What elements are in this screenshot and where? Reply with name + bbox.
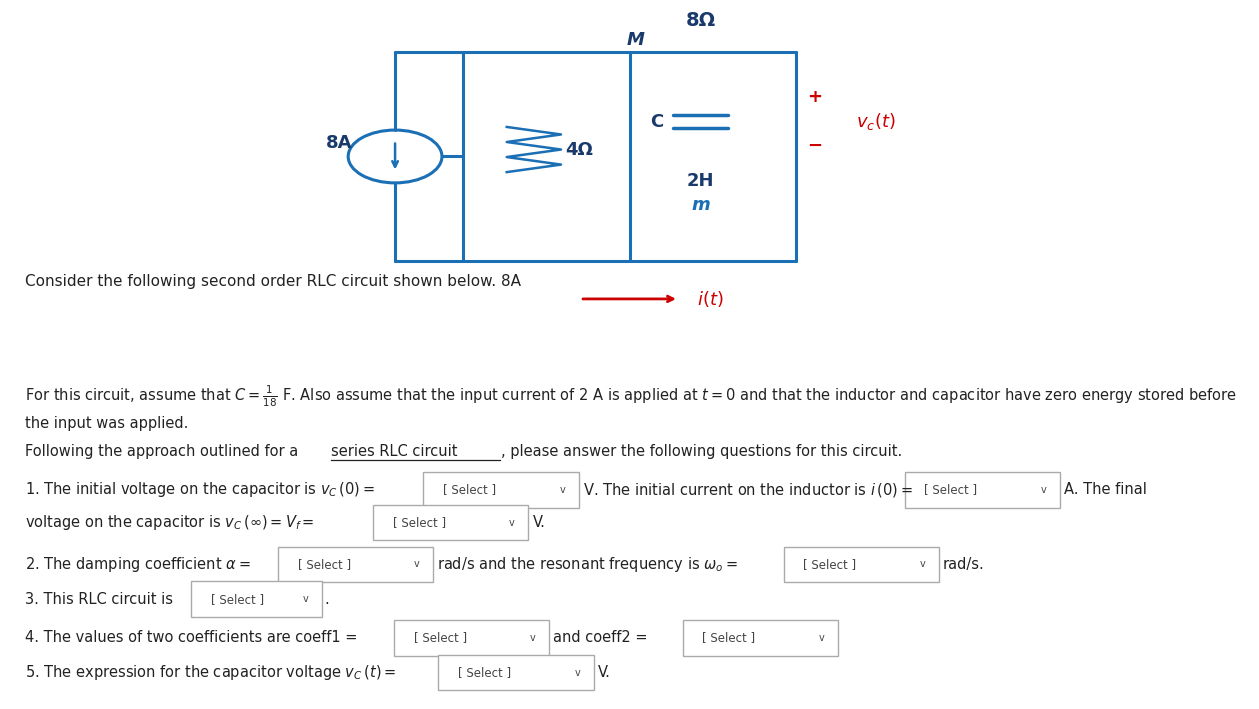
FancyBboxPatch shape xyxy=(682,620,838,656)
Text: V.: V. xyxy=(598,665,611,680)
Text: Consider the following second order RLC circuit shown below. 8A: Consider the following second order RLC … xyxy=(25,274,521,289)
FancyBboxPatch shape xyxy=(394,620,549,656)
Text: 4. The values of two coefficients are coeff1 =: 4. The values of two coefficients are co… xyxy=(25,630,361,645)
FancyBboxPatch shape xyxy=(905,472,1060,508)
Text: v: v xyxy=(414,559,419,569)
Text: v: v xyxy=(1041,485,1046,495)
FancyBboxPatch shape xyxy=(423,472,579,508)
Text: v: v xyxy=(559,485,565,495)
FancyBboxPatch shape xyxy=(783,547,939,582)
Text: 3. This RLC circuit is: 3. This RLC circuit is xyxy=(25,591,172,607)
Text: 2H: 2H xyxy=(686,172,714,190)
FancyBboxPatch shape xyxy=(438,655,594,691)
Text: [ Select ]: [ Select ] xyxy=(297,558,351,571)
Text: [ Select ]: [ Select ] xyxy=(212,593,264,605)
Text: V. The initial current on the inductor is $i\,(0) = $: V. The initial current on the inductor i… xyxy=(583,481,913,499)
FancyBboxPatch shape xyxy=(191,581,322,617)
Text: A. The final: A. The final xyxy=(1064,483,1147,498)
Text: v: v xyxy=(574,668,580,678)
Text: $v_c(t)$: $v_c(t)$ xyxy=(856,111,896,133)
Text: [ Select ]: [ Select ] xyxy=(443,484,496,496)
Text: [ Select ]: [ Select ] xyxy=(393,516,446,529)
Text: C: C xyxy=(650,113,663,130)
Text: the input was applied.: the input was applied. xyxy=(25,416,189,432)
Text: 2. The damping coefficient $\alpha = $: 2. The damping coefficient $\alpha = $ xyxy=(25,555,251,574)
Text: .: . xyxy=(325,591,330,607)
Text: [ Select ]: [ Select ] xyxy=(458,666,511,679)
Text: 8Ω: 8Ω xyxy=(685,11,715,30)
Text: v: v xyxy=(530,633,536,643)
Text: Following the approach outlined for a: Following the approach outlined for a xyxy=(25,445,303,459)
Text: , please answer the following questions for this circuit.: , please answer the following questions … xyxy=(501,445,903,459)
Text: [ Select ]: [ Select ] xyxy=(924,484,977,496)
Text: [ Select ]: [ Select ] xyxy=(413,632,467,644)
Text: voltage on the capacitor is $v_C\,(\infty) = V_f = $: voltage on the capacitor is $v_C\,(\inft… xyxy=(25,513,315,532)
Text: −: − xyxy=(807,137,822,155)
Text: v: v xyxy=(303,594,308,604)
Text: For this circuit, assume that $C = \frac{1}{18}$ F. Also assume that the input c: For this circuit, assume that $C = \frac… xyxy=(25,384,1236,409)
Text: [ Select ]: [ Select ] xyxy=(803,558,856,571)
Text: V.: V. xyxy=(534,515,546,530)
Text: rad/s.: rad/s. xyxy=(943,557,985,572)
Text: +: + xyxy=(807,89,822,106)
Text: rad/s and the resonant frequency is $\omega_o = $: rad/s and the resonant frequency is $\om… xyxy=(437,555,738,574)
Text: [ Select ]: [ Select ] xyxy=(703,632,755,644)
Text: m: m xyxy=(691,196,710,214)
Text: v: v xyxy=(920,559,925,569)
FancyBboxPatch shape xyxy=(278,547,433,582)
Text: 5. The expression for the capacitor voltage $v_C\,(t) = $: 5. The expression for the capacitor volt… xyxy=(25,663,397,682)
Text: $i(t)$: $i(t)$ xyxy=(697,289,724,309)
Text: 1. The initial voltage on the capacitor is $v_C\,(0) = $: 1. The initial voltage on the capacitor … xyxy=(25,481,375,499)
FancyBboxPatch shape xyxy=(373,505,529,540)
Text: series RLC circuit: series RLC circuit xyxy=(331,445,457,459)
Text: v: v xyxy=(818,633,825,643)
Text: M: M xyxy=(627,30,645,49)
Text: and coeff2 =: and coeff2 = xyxy=(553,630,652,645)
Text: 4Ω: 4Ω xyxy=(565,140,593,159)
Text: 8A: 8A xyxy=(326,133,353,152)
Text: v: v xyxy=(509,518,515,527)
